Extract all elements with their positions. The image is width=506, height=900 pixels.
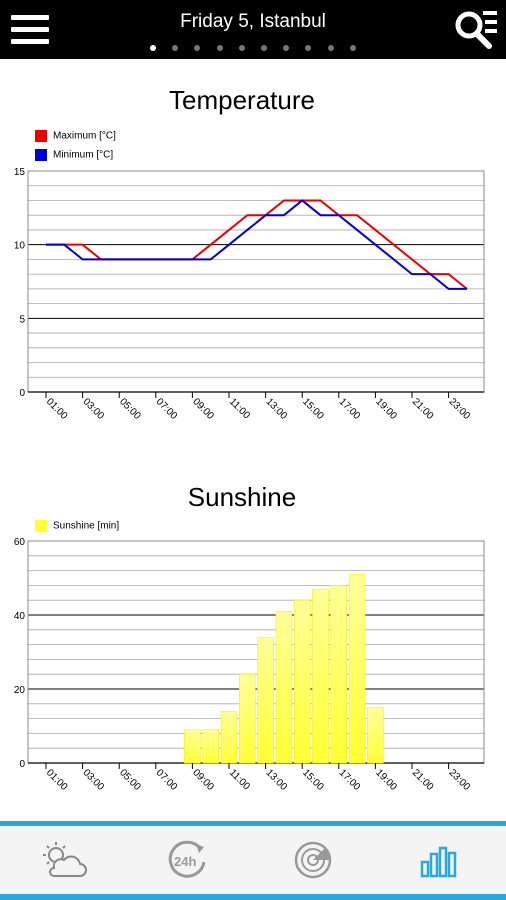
legend-label-min: Minimum [°C] (53, 149, 114, 161)
sunshine-bar (202, 729, 219, 764)
x-tick-label: 01:00 (44, 767, 70, 793)
search-button[interactable] (452, 7, 500, 53)
x-tick-label: 05:00 (117, 767, 143, 793)
temperature-legend-max: Maximum [°C] (35, 130, 116, 143)
legend-swatch-sunshine (35, 520, 47, 532)
x-tick-label: 21:00 (410, 396, 436, 422)
search-list-icon (455, 11, 497, 49)
temperature-chart-title: Temperature (169, 85, 315, 115)
x-tick-label: 05:00 (117, 396, 143, 422)
plot-frame (27, 540, 485, 764)
x-tick-label: 09:00 (190, 396, 216, 422)
y-tick-label: 5 (19, 314, 25, 325)
sunshine-bar (239, 673, 256, 764)
nav-weather-today[interactable] (0, 826, 126, 894)
sunshine-bar (293, 599, 311, 764)
page-indicator-dot[interactable] (216, 45, 223, 51)
series-line (46, 199, 467, 290)
radar-icon (294, 841, 332, 879)
y-tick-label: 10 (14, 241, 26, 252)
x-tick-label: 07:00 (154, 767, 180, 793)
sunshine-bar (275, 611, 293, 764)
sunshine-bar (312, 588, 329, 764)
x-tick-label: 15:00 (300, 396, 326, 422)
top-app-bar: Friday 5, Istanbul (0, 0, 506, 59)
x-tick-label: 23:00 (446, 396, 472, 422)
page-indicator-dot[interactable] (261, 45, 267, 51)
page-indicator-dot[interactable] (349, 45, 356, 51)
x-tick-label: 09:00 (190, 767, 216, 793)
nav-charts[interactable] (378, 826, 504, 894)
legend-label-max: Maximum [°C] (53, 130, 116, 142)
page-indicator-dot[interactable] (172, 45, 179, 51)
hamburger-menu-icon-bar (11, 27, 49, 32)
x-tick-label: 03:00 (80, 396, 106, 422)
x-tick-label: 13:00 (263, 767, 289, 793)
y-tick-label: 20 (14, 685, 26, 696)
weather-today-icon (43, 842, 87, 877)
bottom-accent-strip (0, 894, 506, 900)
x-tick-label: 13:00 (263, 396, 289, 422)
hamburger-menu-icon (11, 15, 49, 20)
x-tick-label: 01:00 (44, 396, 70, 422)
page-indicator-dot[interactable] (327, 45, 334, 51)
x-tick-label: 03:00 (80, 767, 106, 793)
temperature-chart: 0 5 10 15 01:00 03:00 05:00 07:00 09:00 11:00 13:0… (14, 167, 485, 422)
x-tick-label: 11:00 (227, 396, 252, 421)
page-indicator-dot[interactable] (150, 45, 156, 51)
page-title: Friday 5, Istanbul (180, 11, 326, 32)
bottom-navigation: 24h (0, 826, 506, 894)
24h-forecast-icon: 24h (168, 840, 206, 878)
y-tick-label: 0 (19, 759, 25, 770)
x-tick-label: 15:00 (300, 767, 326, 793)
y-tick-label: 40 (14, 611, 26, 622)
nav-24h-forecast[interactable]: 24h (126, 826, 252, 894)
menu-button[interactable] (11, 15, 49, 45)
page-indicator-dot[interactable] (305, 45, 312, 51)
page-indicator-dot[interactable] (238, 45, 245, 51)
x-tick-label: 19:00 (373, 396, 399, 422)
x-tick-label: 17:00 (337, 396, 363, 422)
bottom-nav-divider (0, 821, 506, 826)
x-tick-label: 17:00 (337, 767, 363, 793)
legend-swatch-min (35, 149, 47, 161)
x-tick-label: 11:00 (227, 767, 252, 792)
charts-icon (420, 846, 457, 878)
sunshine-bar (220, 710, 238, 764)
legend-label-sunshine: Sunshine [min] (53, 520, 120, 532)
y-tick-label: 60 (14, 537, 26, 548)
legend-swatch-max (35, 130, 47, 142)
hamburger-menu-icon-bar (11, 39, 49, 44)
sunshine-bar (257, 636, 274, 764)
y-tick-label: 15 (14, 167, 26, 178)
temperature-legend-min: Minimum [°C] (35, 149, 113, 162)
plot-frame (27, 170, 485, 393)
nav-radar[interactable] (252, 826, 378, 894)
x-tick-label: 19:00 (373, 767, 399, 793)
sunshine-bar (367, 707, 384, 764)
page-indicator-dot[interactable] (283, 45, 290, 51)
sunshine-chart-title: Sunshine (187, 482, 297, 512)
sunshine-bar (348, 574, 366, 764)
sunshine-legend: Sunshine [min] (35, 520, 119, 533)
sunshine-bar (184, 729, 201, 764)
y-tick-label: 0 (19, 388, 25, 399)
page-indicator-dot[interactable] (194, 45, 201, 51)
sunshine-chart: 0 20 40 60 01:00 03:00 05:00 07:00 09:00 11:00 13:… (14, 537, 485, 793)
sunshine-bar (330, 585, 348, 764)
x-tick-label: 21:00 (410, 767, 436, 793)
svg-text:24h: 24h (174, 854, 196, 869)
x-tick-label: 07:00 (154, 396, 180, 422)
x-tick-label: 23:00 (446, 767, 472, 793)
